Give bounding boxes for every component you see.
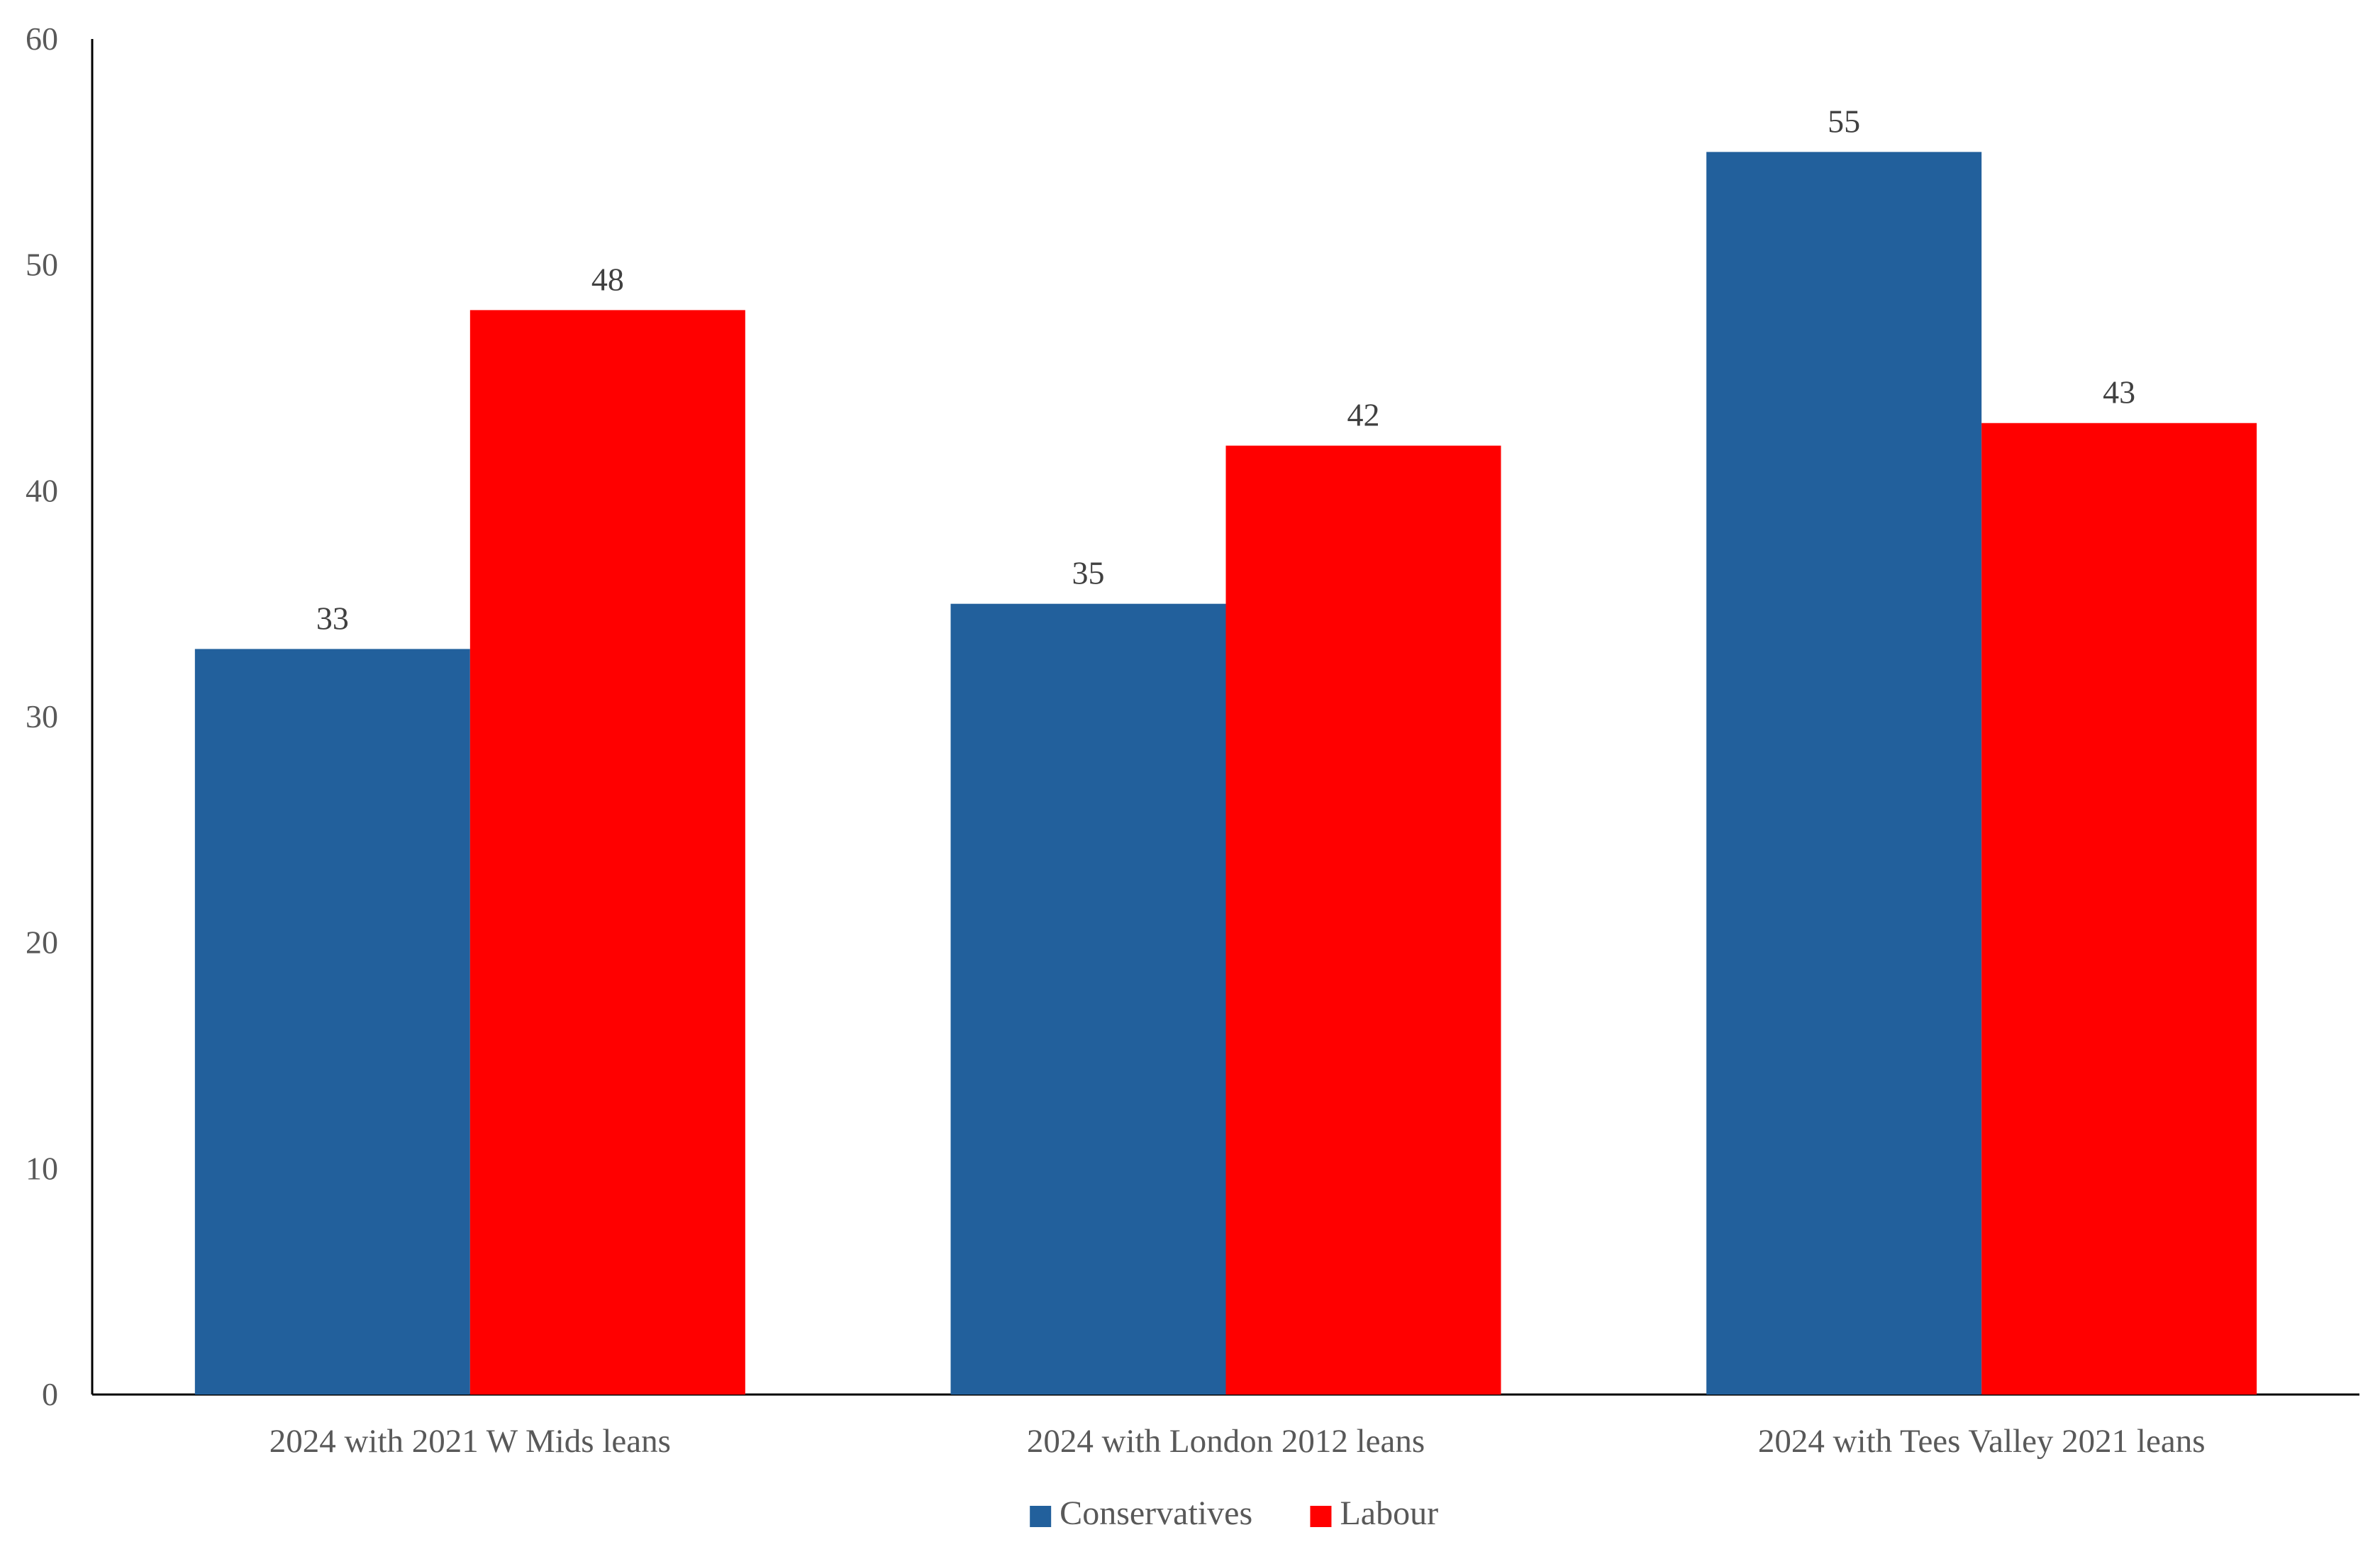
bar-conservatives-1 bbox=[194, 649, 470, 1395]
legend-item-labour: Labour bbox=[1310, 1494, 1438, 1532]
y-tick-label: 40 bbox=[26, 472, 58, 508]
x-category-label: 2024 with 2021 W Mids leans bbox=[269, 1423, 671, 1460]
x-category-label: 2024 with London 2012 leans bbox=[1027, 1423, 1425, 1460]
data-label: 48 bbox=[591, 261, 624, 297]
x-axis: 2024 with 2021 W Mids leans 2024 with Lon… bbox=[92, 1393, 2359, 1460]
bar-labour-1 bbox=[469, 310, 745, 1395]
bars bbox=[194, 152, 2257, 1395]
data-label: 33 bbox=[316, 600, 349, 636]
y-axis: 0 10 20 30 40 50 60 bbox=[26, 21, 94, 1412]
y-tick-label: 60 bbox=[26, 21, 58, 57]
data-labels: 33 48 35 42 55 43 bbox=[316, 103, 2135, 636]
y-tick-label: 10 bbox=[26, 1150, 58, 1186]
legend-label: Labour bbox=[1340, 1494, 1438, 1532]
bar-conservatives-2 bbox=[950, 603, 1226, 1395]
legend-label: Conservatives bbox=[1060, 1494, 1252, 1532]
bar-labour-3 bbox=[1981, 423, 2257, 1395]
legend: Conservatives Labour bbox=[1030, 1494, 1438, 1532]
y-tick-label: 20 bbox=[26, 924, 58, 961]
y-tick-label: 30 bbox=[26, 698, 58, 734]
data-label: 55 bbox=[1828, 103, 1860, 139]
data-label: 43 bbox=[2103, 374, 2135, 410]
data-label: 42 bbox=[1347, 397, 1380, 433]
y-tick-label: 50 bbox=[26, 247, 58, 283]
data-label: 35 bbox=[1072, 555, 1105, 591]
x-category-label: 2024 with Tees Valley 2021 leans bbox=[1758, 1423, 2206, 1460]
legend-item-conservatives: Conservatives bbox=[1030, 1494, 1252, 1532]
legend-swatch bbox=[1310, 1506, 1332, 1527]
legend-swatch bbox=[1030, 1506, 1052, 1527]
bar-conservatives-3 bbox=[1706, 152, 1982, 1395]
bar-labour-2 bbox=[1225, 445, 1501, 1395]
y-tick-label: 0 bbox=[42, 1376, 58, 1412]
